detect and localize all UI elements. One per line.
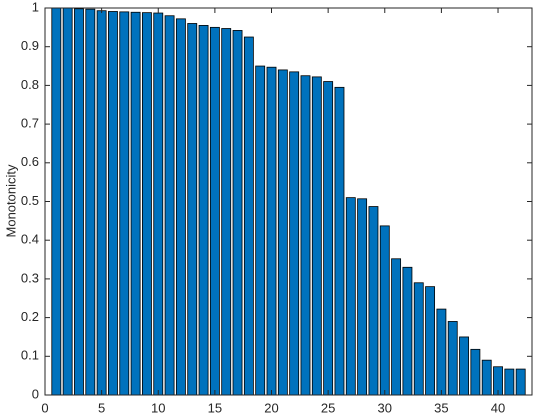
bar — [379, 225, 390, 396]
y-tick-label: 0 — [32, 386, 39, 401]
x-tick-label: 30 — [378, 400, 392, 415]
bar — [74, 8, 84, 396]
bar — [175, 18, 186, 396]
y-tick-label: 0.4 — [21, 232, 39, 247]
bar — [436, 308, 447, 396]
x-tick-label: 0 — [41, 400, 48, 415]
bar — [368, 206, 379, 396]
bar — [357, 198, 368, 396]
bar — [164, 15, 175, 396]
bar — [96, 10, 107, 396]
y-tick-label: 0.6 — [21, 154, 39, 169]
bar — [108, 11, 118, 396]
bar — [141, 12, 152, 396]
bar — [345, 197, 356, 396]
bar — [209, 26, 220, 396]
x-tick-label: 35 — [434, 400, 448, 415]
bar — [311, 76, 322, 396]
bar — [221, 28, 232, 396]
y-tick-label: 1 — [32, 0, 39, 14]
bar — [459, 336, 469, 396]
bar — [447, 321, 458, 396]
x-tick-label: 5 — [98, 400, 105, 415]
bar — [187, 23, 198, 396]
bar — [130, 11, 141, 396]
bar — [232, 30, 243, 396]
y-tick-label: 0.8 — [21, 77, 39, 92]
y-tick-label: 0.2 — [21, 309, 39, 324]
bar — [289, 71, 300, 396]
bar — [153, 12, 164, 396]
bar — [425, 286, 435, 396]
bar — [470, 348, 481, 396]
bar — [266, 66, 277, 396]
x-tick-label: 20 — [264, 400, 278, 415]
bar — [481, 359, 492, 396]
bar — [334, 86, 345, 396]
y-tick-label: 0.9 — [21, 38, 39, 53]
bar — [198, 25, 209, 396]
y-axis-label: Monotonicity — [3, 164, 18, 237]
y-tick-label: 0.7 — [21, 116, 39, 131]
y-tick-label: 0.3 — [21, 270, 39, 285]
x-tick-label: 10 — [151, 400, 165, 415]
bar — [300, 75, 311, 396]
bar — [255, 65, 266, 396]
bar — [323, 81, 334, 396]
bar — [413, 282, 424, 396]
bar — [391, 258, 402, 396]
y-tick-label: 0.1 — [21, 348, 39, 363]
y-tick-label: 0.5 — [21, 193, 39, 208]
bar — [277, 69, 288, 396]
bar — [62, 7, 73, 396]
x-tick-label: 25 — [321, 400, 335, 415]
bar — [243, 36, 254, 396]
bar — [504, 368, 515, 396]
bar — [402, 266, 413, 396]
bar — [51, 7, 62, 396]
x-tick-label: 15 — [208, 400, 222, 415]
bar — [85, 8, 96, 396]
x-tick-label: 40 — [491, 400, 505, 415]
bar — [515, 368, 526, 396]
bar — [119, 11, 130, 396]
